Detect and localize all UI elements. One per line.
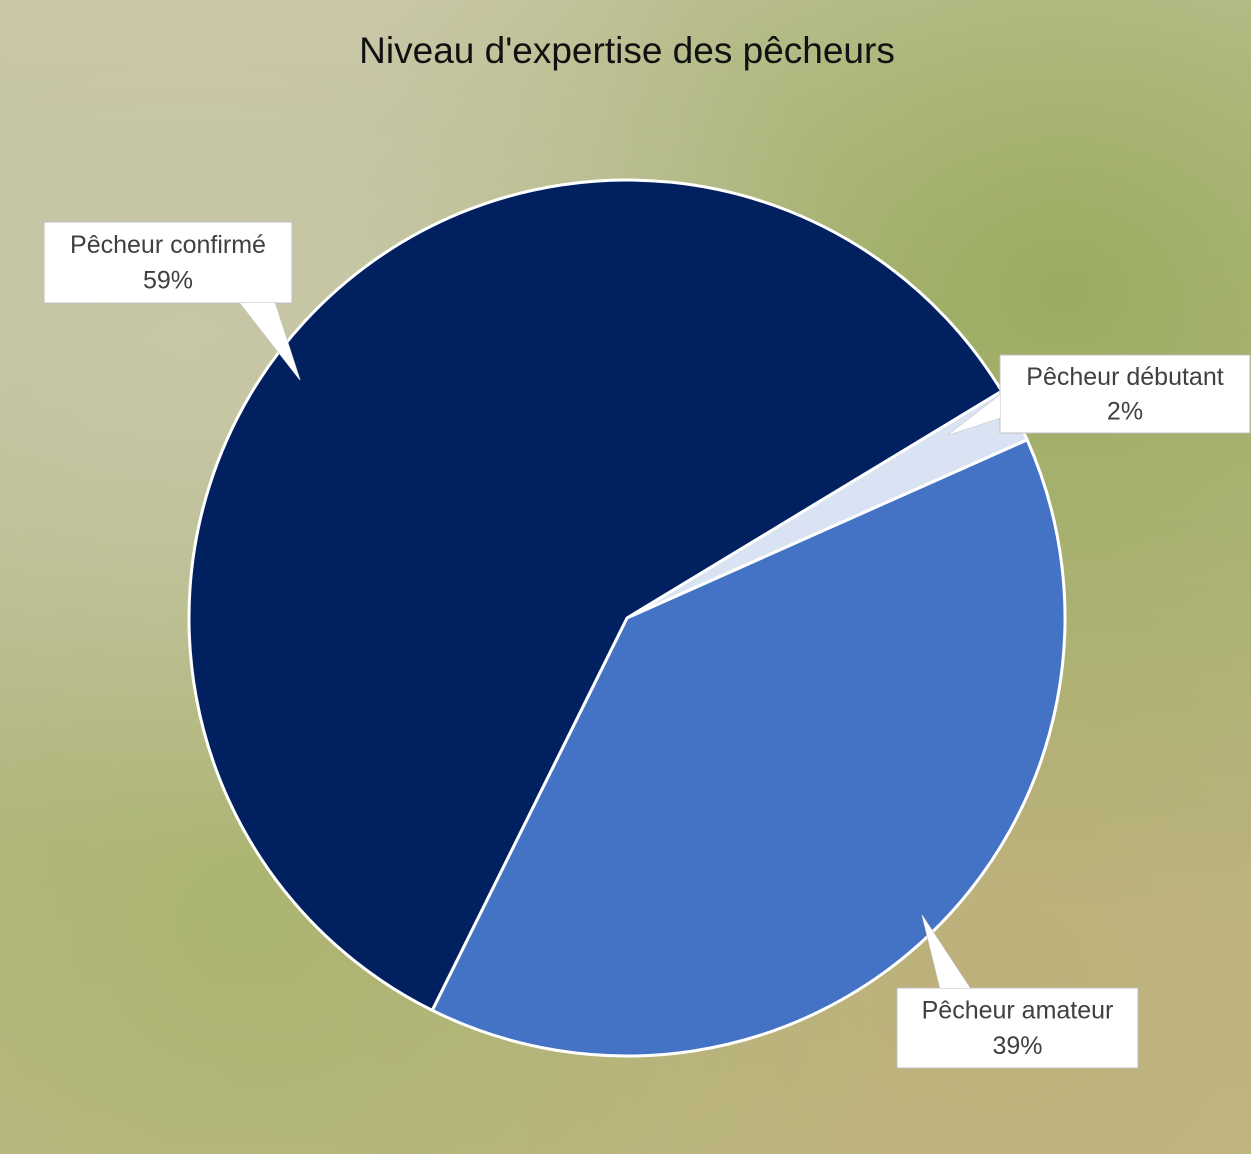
data-label-value: 59% <box>143 267 193 295</box>
pie-slice <box>187 178 1004 1013</box>
callout-joint <box>948 395 1000 435</box>
callout-joint <box>240 303 300 380</box>
callout-joint <box>922 915 970 988</box>
callout-box <box>999 354 1251 434</box>
data-label-value: 39% <box>992 1032 1042 1060</box>
chart-title: Niveau d'expertise des pêcheurs <box>359 30 895 71</box>
data-label-value: 2% <box>1107 397 1143 425</box>
callout-box <box>896 987 1139 1069</box>
data-label-name: Pêcheur débutant <box>1026 363 1223 391</box>
data-label-name: Pêcheur amateur <box>922 997 1114 1025</box>
data-label-name: Pêcheur confirmé <box>70 231 266 259</box>
callout-box <box>43 221 293 304</box>
